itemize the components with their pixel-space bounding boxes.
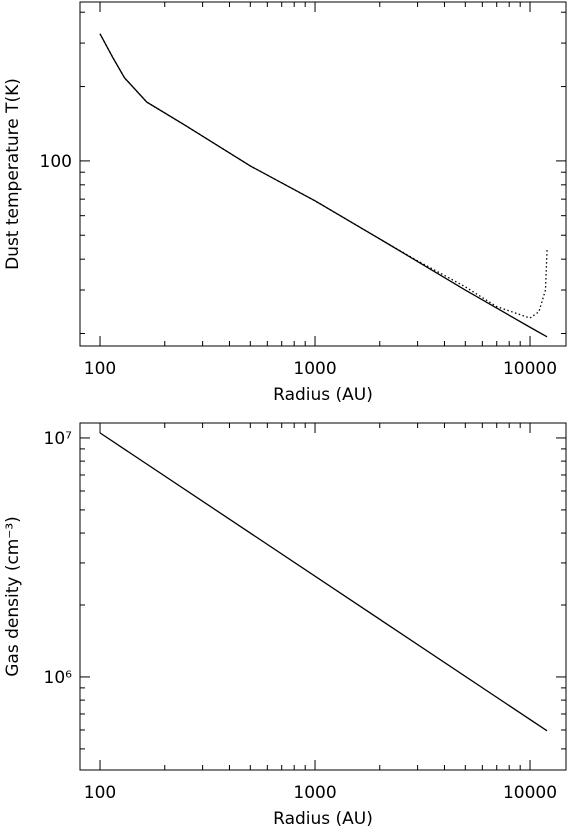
plot-frame	[79, 422, 567, 771]
data-line	[99, 33, 548, 338]
x-tick-label: 100	[84, 783, 116, 803]
y-tick-label: 10⁷	[44, 429, 73, 449]
x-tick-label: 1000	[293, 359, 336, 379]
data-line	[99, 432, 548, 732]
y-tick-label: 100	[40, 152, 72, 172]
plot-frame	[79, 1, 567, 347]
y-axis-title: Dust temperature T(K)	[3, 78, 23, 270]
y-tick-label: 10⁶	[44, 668, 73, 688]
x-tick-label: 1000	[293, 783, 336, 803]
x-axis-title: Radius (AU)	[273, 809, 373, 829]
x-axis-title: Radius (AU)	[273, 385, 373, 405]
y-axis-title: Gas density (cm⁻³)	[3, 516, 23, 677]
x-tick-label: 10000	[503, 783, 557, 803]
data-line	[99, 33, 548, 319]
x-tick-label: 100	[84, 359, 116, 379]
x-tick-label: 10000	[503, 359, 557, 379]
